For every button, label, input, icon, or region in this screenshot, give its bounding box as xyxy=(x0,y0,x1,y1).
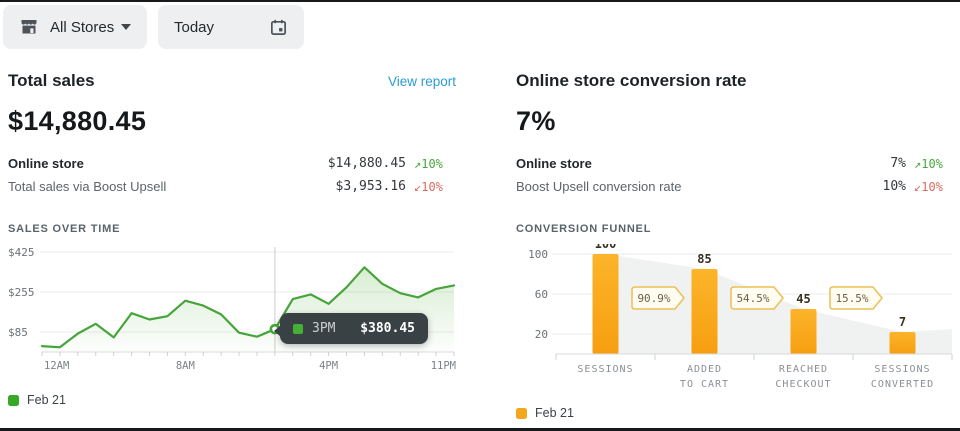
metric-value: 7% xyxy=(890,156,906,171)
funnel-legend: Feb 21 xyxy=(516,406,956,420)
x-axis-label: 11PM xyxy=(431,360,456,372)
trend-down-icon: ↙ xyxy=(914,179,922,194)
funnel-bar[interactable] xyxy=(790,309,817,354)
y-axis-label: 60 xyxy=(535,288,548,301)
category-label: CHECKOUT xyxy=(775,379,831,390)
conversion-funnel-chart[interactable]: 100 60 20 100 85 45 7 90.9% 54.5% 15.5% SESSIONS AD… xyxy=(516,237,956,397)
metric-value: $14,880.45 xyxy=(327,156,406,171)
legend-label: Feb 21 xyxy=(27,393,66,407)
screen-top-edge xyxy=(0,0,960,2)
screen-bottom-edge xyxy=(0,428,960,431)
conversion-badge xyxy=(829,286,883,310)
tooltip-value: $380.45 xyxy=(360,321,415,336)
tooltip-time: 3PM xyxy=(312,321,336,336)
funnel-bar[interactable] xyxy=(691,269,718,354)
conversion-metrics: Online store 7% ↗10% Boost Upsell conver… xyxy=(516,152,956,198)
funnel-bar[interactable] xyxy=(592,254,619,354)
sales-line-chart[interactable]: $425 $255 $85 12AM 8AM 4PM 11PM 3PM $380.45 xyxy=(8,244,456,377)
conversion-rate-value: 7% xyxy=(516,106,556,136)
sales-line-chart-svg[interactable]: $425 $255 $85 12AM 8AM 4PM 11PM xyxy=(8,244,456,372)
sales-line xyxy=(40,266,456,349)
trend-up-icon: ↗ xyxy=(914,156,922,171)
category-label: SESSIONS xyxy=(577,364,633,375)
conversion-funnel-section-title: CONVERSION FUNNEL xyxy=(516,223,652,235)
y-axis-label: $85 xyxy=(8,326,28,339)
date-selector-button[interactable]: Today xyxy=(158,5,304,49)
metric-label: Total sales via Boost Upsell xyxy=(8,179,167,194)
category-label: TO CART xyxy=(680,379,729,390)
trend-down-badge: ↙10% xyxy=(414,180,456,194)
metric-row-boost-upsell: Total sales via Boost Upsell $3,953.16 ↙… xyxy=(8,175,456,198)
x-axis-label: 8AM xyxy=(176,360,195,372)
conversion-badge xyxy=(730,286,784,310)
metric-label: Online store xyxy=(8,156,84,171)
metric-row-online-store: Online store 7% ↗10% xyxy=(516,152,956,175)
category-label: ADDED xyxy=(687,364,722,375)
legend-swatch-green xyxy=(8,394,19,406)
sales-metrics: Online store $14,880.45 ↗10% Total sales… xyxy=(8,152,456,198)
conversion-badge xyxy=(631,286,685,310)
delta-percent: 10% xyxy=(921,156,943,171)
sales-legend: Feb 21 xyxy=(8,393,456,407)
metric-value: 10% xyxy=(882,179,906,194)
sales-over-time-section-title: SALES OVER TIME xyxy=(8,223,121,235)
y-axis-label: 100 xyxy=(528,248,548,261)
total-sales-panel: Total sales View report $14,880.45 Onlin… xyxy=(8,71,456,420)
conversion-badge-label: 90.9% xyxy=(637,292,670,305)
total-sales-title: Total sales xyxy=(8,71,95,90)
delta-percent: 10% xyxy=(421,156,443,171)
y-axis-label: $255 xyxy=(8,286,35,299)
bar-value-label: 45 xyxy=(796,292,810,306)
trend-up-badge: ↗10% xyxy=(414,157,456,171)
metric-row-boost-upsell-rate: Boost Upsell conversion rate 10% ↙10% xyxy=(516,175,956,198)
conversion-funnel-chart-svg[interactable]: 100 60 20 100 85 45 7 90.9% 54.5% 15.5% SESSIONS AD… xyxy=(516,237,956,392)
metric-value: $3,953.16 xyxy=(335,179,406,194)
view-report-link[interactable]: View report xyxy=(387,74,456,89)
metric-label: Online store xyxy=(516,156,592,171)
conversion-rate-title: Online store conversion rate xyxy=(516,71,747,90)
category-label: SESSIONS xyxy=(874,364,930,375)
trend-down-icon: ↙ xyxy=(414,179,422,194)
category-label: CONVERTED xyxy=(871,379,934,390)
conversion-rate-panel: Online store conversion rate 7% Online s… xyxy=(516,71,956,420)
y-axis-label: $425 xyxy=(8,246,35,259)
tooltip-series-swatch xyxy=(293,323,303,334)
trend-up-badge: ↗10% xyxy=(914,157,956,171)
bar-value-label: 7 xyxy=(899,315,906,329)
trend-up-icon: ↗ xyxy=(414,156,422,171)
category-label: REACHED xyxy=(779,364,828,375)
caret-down-icon xyxy=(121,24,131,30)
metric-row-online-store: Online store $14,880.45 ↗10% xyxy=(8,152,456,175)
topbar: All Stores Today xyxy=(0,0,960,49)
conversion-badge-label: 54.5% xyxy=(736,292,769,305)
bar-value-label: 100 xyxy=(595,244,617,251)
chart-tooltip: 3PM $380.45 xyxy=(274,313,428,344)
date-selector-label: Today xyxy=(174,18,215,36)
trend-down-badge: ↙10% xyxy=(914,180,956,194)
funnel-bar[interactable] xyxy=(889,332,916,354)
delta-percent: 10% xyxy=(921,179,943,194)
storefront-icon xyxy=(19,17,39,37)
dashboard-panels: Total sales View report $14,880.45 Onlin… xyxy=(0,49,960,420)
calendar-icon xyxy=(269,18,288,37)
x-axis-label: 4PM xyxy=(319,360,338,372)
total-sales-value: $14,880.45 xyxy=(8,106,147,136)
x-axis-label: 12AM xyxy=(44,360,69,372)
legend-label: Feb 21 xyxy=(535,406,574,420)
metric-label: Boost Upsell conversion rate xyxy=(516,179,682,194)
delta-percent: 10% xyxy=(421,179,443,194)
store-selector-label: All Stores xyxy=(50,18,115,36)
legend-swatch-orange xyxy=(516,407,527,419)
store-selector-button[interactable]: All Stores xyxy=(3,5,147,49)
bar-value-label: 85 xyxy=(697,252,711,266)
y-axis-label: 20 xyxy=(535,328,548,341)
conversion-badge-label: 15.5% xyxy=(835,292,868,305)
